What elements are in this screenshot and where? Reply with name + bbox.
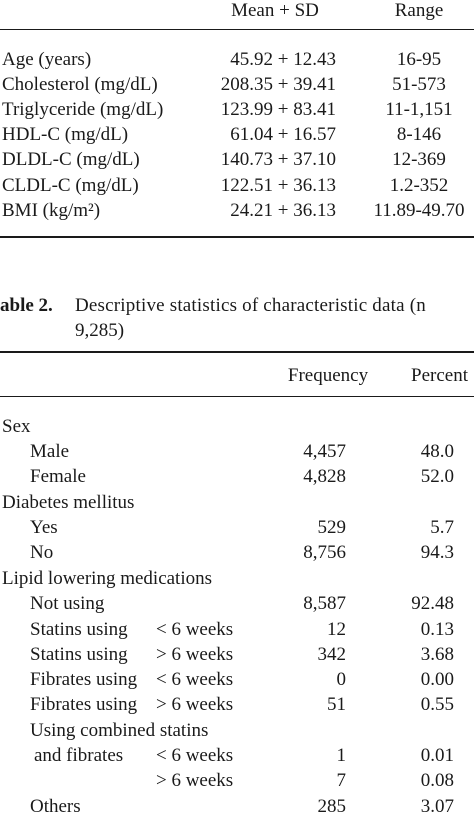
row-period: < 6 weeks <box>156 669 234 690</box>
row-label: Triglyceride (mg/dL) <box>2 99 164 120</box>
row-percent: 52.0 <box>420 466 454 487</box>
row-label: Cholesterol (mg/dL) <box>2 74 158 95</box>
row-frequency: 285 <box>317 796 347 817</box>
row-label-cont: and fibrates <box>34 745 124 766</box>
row-percent: 92.48 <box>411 593 454 614</box>
row-period: > 6 weeks <box>156 694 234 715</box>
header-percent: Percent <box>411 365 468 386</box>
row-label: HDL-C (mg/dL) <box>2 124 129 145</box>
section-lipid: Lipid lowering medications <box>2 568 213 589</box>
row-period: > 6 weeks <box>156 644 234 665</box>
row-frequency: 342 <box>317 644 347 665</box>
row-frequency: 51 <box>327 694 346 715</box>
section-sex: Sex <box>2 416 31 437</box>
row-range: 11-1,151 <box>385 99 453 120</box>
row-label: CLDL-C (mg/dL) <box>2 175 139 196</box>
section-diabetes: Diabetes mellitus <box>2 492 135 513</box>
table1-header-rule <box>0 29 474 30</box>
caption-text: Descriptive statistics of characteristic… <box>75 295 426 316</box>
row-frequency: 8,756 <box>303 542 346 563</box>
row-mean-sd: 24.21 + 36.13 <box>230 200 336 221</box>
row-percent: 3.68 <box>420 644 454 665</box>
row-frequency: 4,828 <box>303 466 346 487</box>
row-frequency: 529 <box>317 517 347 538</box>
row-percent: 5.7 <box>430 517 454 538</box>
row-frequency: 12 <box>327 619 346 640</box>
row-period: < 6 weeks <box>156 745 234 766</box>
row-frequency: 0 <box>336 669 347 690</box>
row-label: Female <box>30 466 86 487</box>
row-label: Statins using <box>30 644 128 665</box>
row-label: Yes <box>30 517 58 538</box>
row-frequency: 7 <box>336 770 347 791</box>
row-mean-sd: 140.73 + 37.10 <box>220 149 336 170</box>
row-range: 51-573 <box>392 74 446 95</box>
row-period: > 6 weeks <box>156 770 234 791</box>
row-mean-sd: 123.99 + 83.41 <box>220 99 336 120</box>
row-frequency: 8,587 <box>303 593 346 614</box>
row-label: Not using <box>30 593 105 614</box>
row-label: Male <box>30 441 70 462</box>
row-label: BMI (kg/m²) <box>2 200 101 221</box>
row-label: No <box>30 542 54 563</box>
row-range: 12-369 <box>392 149 446 170</box>
row-frequency: 4,457 <box>303 441 346 462</box>
row-frequency: 1 <box>336 745 347 766</box>
row-percent: 48.0 <box>420 441 454 462</box>
row-percent: 0.55 <box>420 694 454 715</box>
row-mean-sd: 61.04 + 16.57 <box>230 124 336 145</box>
row-label: Statins using <box>30 619 128 640</box>
row-percent: 0.08 <box>420 770 454 791</box>
row-label: DLDL-C (mg/dL) <box>2 149 140 170</box>
row-label: Others <box>30 796 81 817</box>
row-label: Fibrates using <box>30 669 138 690</box>
header-frequency: Frequency <box>287 365 369 386</box>
row-percent: 0.13 <box>420 619 454 640</box>
row-mean-sd: 122.51 + 36.13 <box>220 175 336 196</box>
row-range: 11.89-49.70 <box>373 200 465 221</box>
header-range: Range <box>394 0 444 21</box>
header-mean-sd: Mean + SD <box>231 0 319 21</box>
row-period: < 6 weeks <box>156 619 234 640</box>
row-range: 1.2-352 <box>389 175 449 196</box>
table2-top-rule <box>0 351 474 353</box>
row-label: Fibrates using <box>30 694 138 715</box>
row-percent: 0.00 <box>420 669 454 690</box>
row-range: 8-146 <box>396 124 442 145</box>
row-percent: 94.3 <box>420 542 454 563</box>
row-percent: 0.01 <box>420 745 454 766</box>
table2-header-rule <box>0 396 474 397</box>
row-mean-sd: 45.92 + 12.43 <box>230 49 336 70</box>
caption-label: able 2. <box>0 295 53 316</box>
row-percent: 3.07 <box>420 796 454 817</box>
row-label: Age (years) <box>2 49 92 70</box>
row-range: 16-95 <box>396 49 442 70</box>
row-mean-sd: 208.35 + 39.41 <box>220 74 336 95</box>
table1-bottom-rule <box>0 236 474 238</box>
caption-text-cont: 9,285) <box>75 320 125 341</box>
row-label: Using combined statins <box>30 720 209 741</box>
